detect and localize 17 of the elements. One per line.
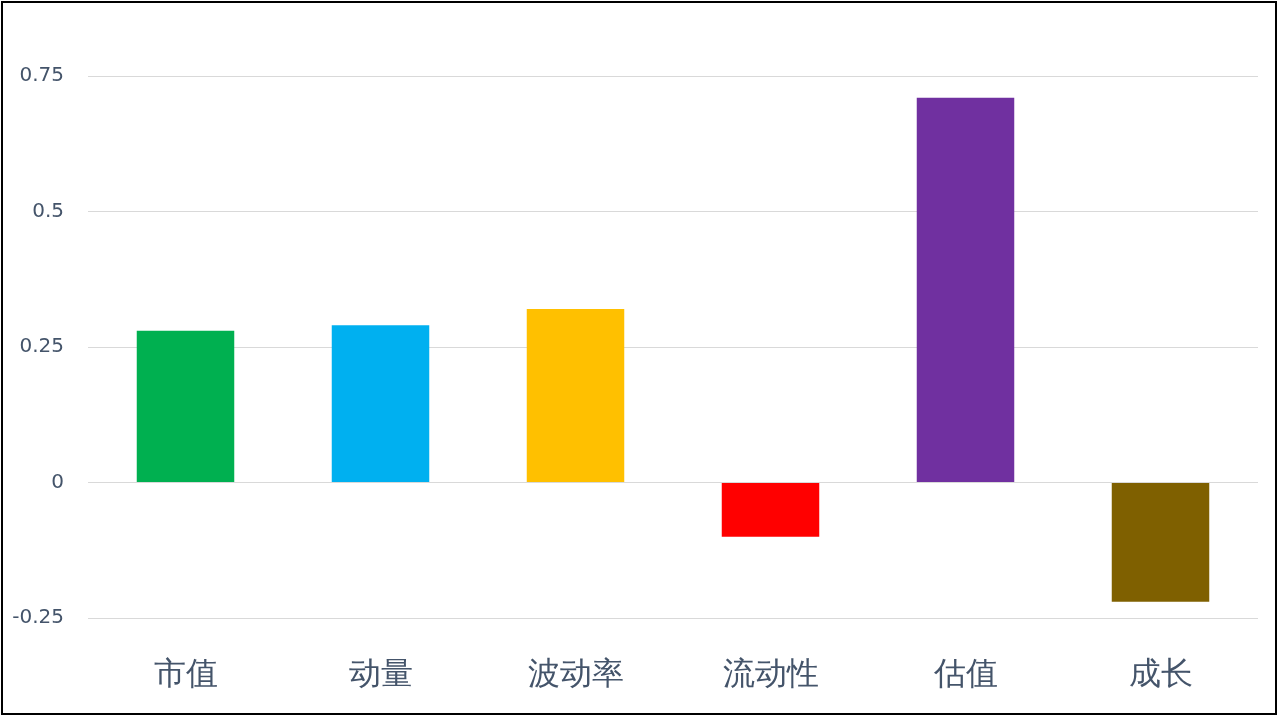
bar <box>136 330 235 482</box>
y-tick-label: -0.25 <box>12 604 64 629</box>
x-tick-label: 市值 <box>153 653 218 692</box>
x-tick-label: 流动性 <box>722 653 819 692</box>
x-tick-label: 估值 <box>932 653 998 692</box>
y-tick-label: 0.5 <box>32 197 64 222</box>
bar <box>526 309 625 482</box>
bar <box>721 483 820 537</box>
x-tick-label: 成长 <box>1128 653 1193 692</box>
bar <box>916 97 1015 482</box>
x-tick-label: 动量 <box>348 653 413 692</box>
bar <box>1111 483 1210 602</box>
y-tick-label: 0.75 <box>19 62 64 87</box>
x-tick-label: 波动率 <box>527 653 624 692</box>
bar <box>331 325 430 482</box>
y-tick-label: 0 <box>51 468 64 493</box>
y-tick-label: 0.25 <box>19 333 64 358</box>
